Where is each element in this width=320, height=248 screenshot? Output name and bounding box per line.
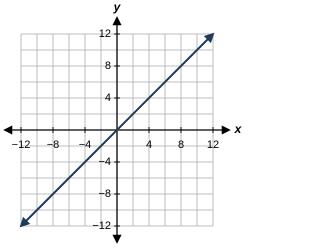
x-tick-label: 8 [178, 139, 184, 151]
y-axis-title: y [113, 0, 122, 14]
data-line [19, 32, 215, 228]
y-tick-label: −12 [92, 220, 111, 232]
x-axis-title: x [234, 122, 243, 136]
y-tick-label: 4 [105, 92, 111, 104]
x-tick-label: 4 [146, 139, 152, 151]
x-tick-label: 12 [207, 139, 219, 151]
y-tick-label: −4 [98, 156, 111, 168]
y-tick-label: 8 [105, 60, 111, 72]
x-tick-label: −12 [12, 139, 31, 151]
y-tick-label: 12 [99, 28, 111, 40]
y-tick-label: −8 [98, 188, 111, 200]
x-tick-label: −8 [47, 139, 60, 151]
chart: −12 −8 −4 4 8 12 −12 −8 −4 4 8 12 x y [3, 0, 243, 244]
x-tick-label: −4 [79, 139, 92, 151]
